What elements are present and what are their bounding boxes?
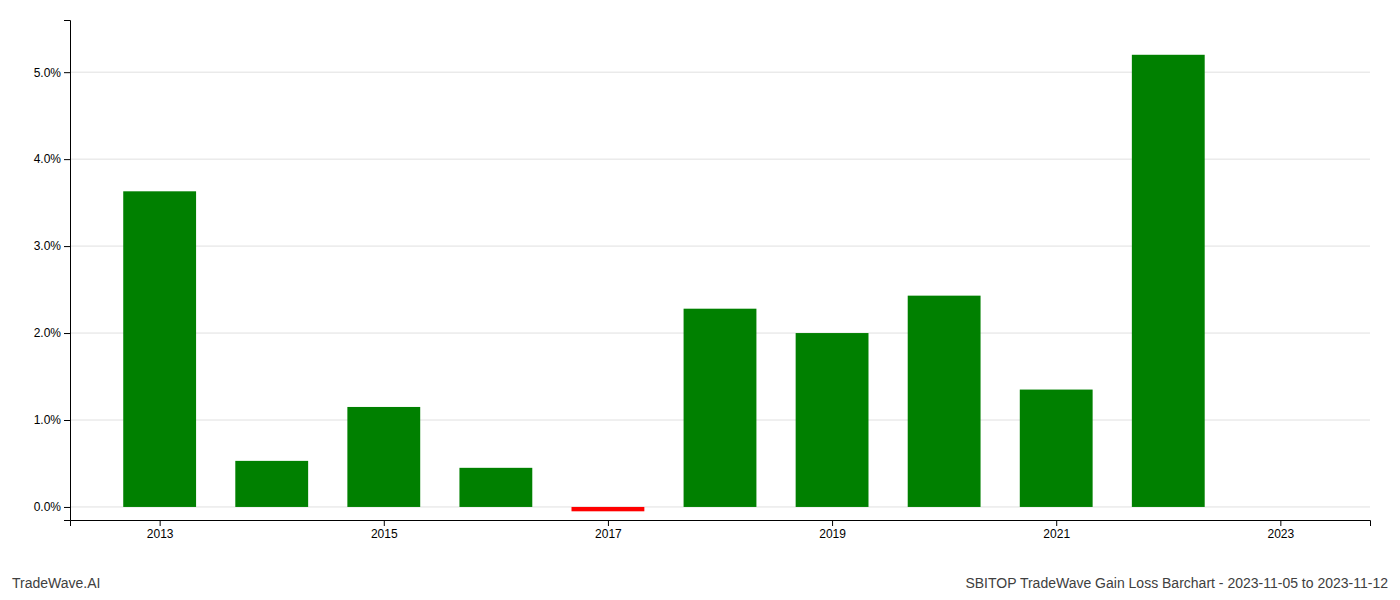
y-tick-label: 5.0% — [34, 66, 62, 80]
bar — [123, 191, 196, 507]
y-axis-line — [64, 21, 71, 521]
x-tick-label: 2021 — [1043, 527, 1070, 541]
y-tick-label: 3.0% — [34, 239, 62, 253]
y-tick-label: 1.0% — [34, 413, 62, 427]
bars — [123, 55, 1204, 512]
chart: 2013 2015 2017 2019 2021 2023 0.0% 1.0% 2.0% 3.0%… — [0, 0, 1400, 600]
bar — [908, 296, 981, 507]
watermark: TradeWave.AI — [12, 575, 100, 591]
y-tick: 1.0% — [34, 413, 70, 427]
y-tick-mark — [64, 333, 70, 334]
x-tick: 2023 — [1267, 520, 1294, 541]
x-axis-line — [71, 521, 1371, 527]
plot-area: 2013 2015 2017 2019 2021 2023 0.0% 1.0% 2.0% 3.0%… — [34, 21, 1371, 541]
x-tick-label: 2017 — [595, 527, 622, 541]
x-tick-label: 2015 — [371, 527, 398, 541]
y-tick-mark — [64, 246, 70, 247]
x-tick-label: 2013 — [147, 527, 174, 541]
x-tick-mark — [832, 520, 833, 526]
bar — [1132, 55, 1205, 507]
x-tick-mark — [1280, 520, 1281, 526]
x-tick: 2015 — [371, 520, 398, 541]
bar — [235, 461, 308, 507]
y-tick: 3.0% — [34, 239, 70, 253]
x-tick-label: 2023 — [1267, 527, 1294, 541]
y-tick-label: 2.0% — [34, 326, 62, 340]
y-tick: 2.0% — [34, 326, 70, 340]
x-tick-mark — [384, 520, 385, 526]
bar — [459, 468, 532, 507]
y-tick-mark — [64, 507, 70, 508]
y-tick-mark — [64, 420, 70, 421]
title: SBITOP TradeWave Gain Loss Barchart - 20… — [965, 575, 1388, 591]
y-tick-label: 0.0% — [34, 500, 62, 514]
x-tick-mark — [608, 520, 609, 526]
y-tick-mark — [64, 72, 70, 73]
y-tick: 4.0% — [34, 152, 70, 166]
x-tick-label: 2019 — [819, 527, 846, 541]
x-tick: 2021 — [1043, 520, 1070, 541]
y-tick-mark — [64, 159, 70, 160]
bar — [796, 333, 869, 507]
y-tick: 5.0% — [34, 66, 70, 80]
y-tick-label: 4.0% — [34, 152, 62, 166]
x-tick: 2019 — [819, 520, 846, 541]
bar — [1020, 390, 1093, 507]
bar — [572, 507, 645, 511]
y-axis: 0.0% 1.0% 2.0% 3.0% 4.0% 5.0% — [34, 21, 71, 521]
bar — [684, 309, 757, 507]
x-tick: 2013 — [147, 520, 174, 541]
x-tick: 2017 — [595, 520, 622, 541]
y-tick: 0.0% — [34, 500, 70, 514]
bar — [347, 407, 420, 507]
x-tick-mark — [160, 520, 161, 526]
x-axis: 2013 2015 2017 2019 2021 2023 — [71, 520, 1371, 541]
x-tick-mark — [1056, 520, 1057, 526]
